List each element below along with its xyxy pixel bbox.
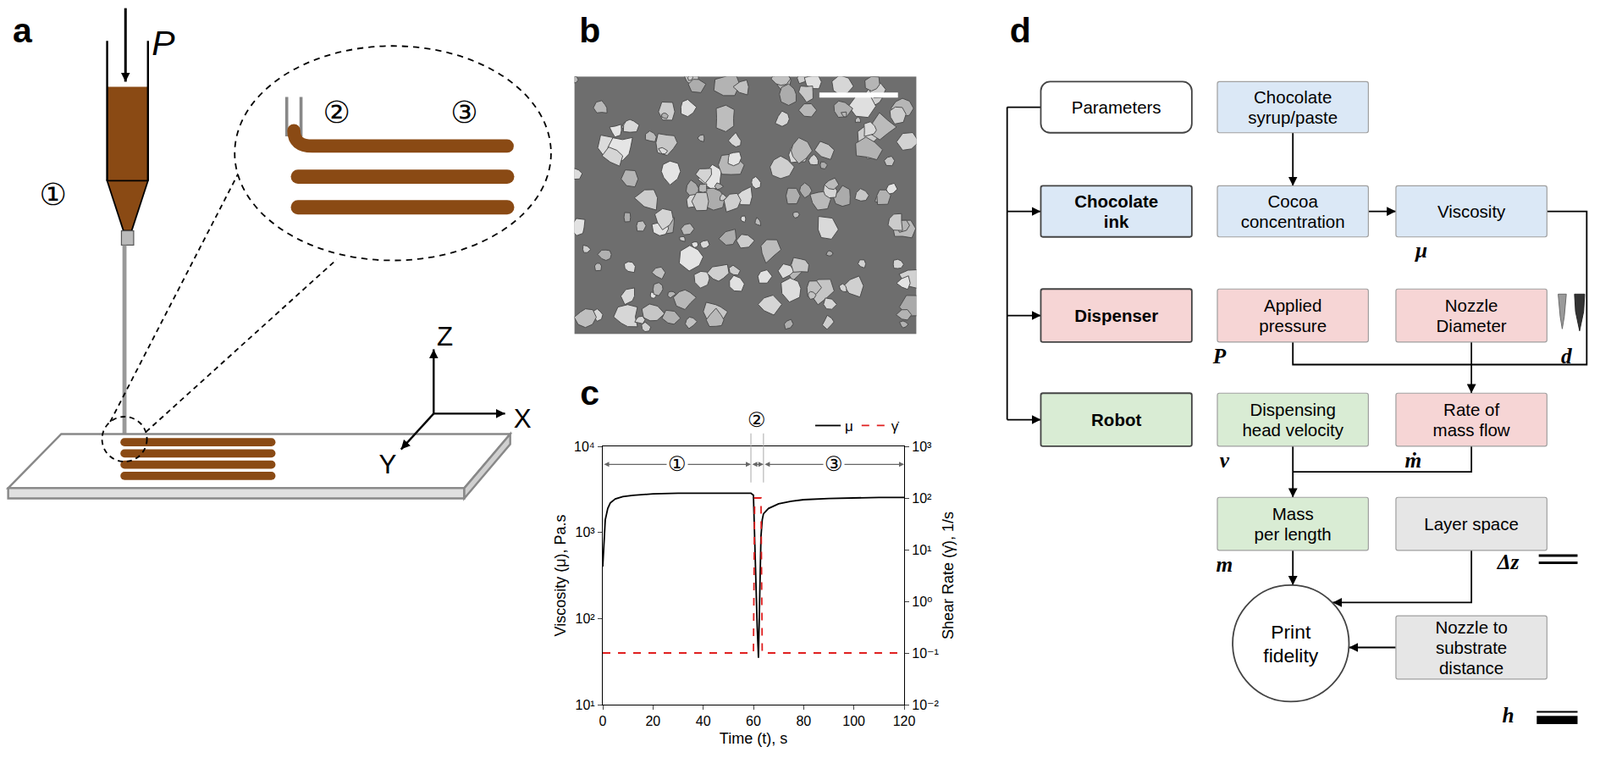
svg-text:Z: Z xyxy=(436,321,453,352)
svg-text:②: ② xyxy=(323,93,351,131)
svg-text:③: ③ xyxy=(824,452,844,476)
svg-text:μ: μ xyxy=(844,418,854,435)
svg-text:10³: 10³ xyxy=(911,439,933,454)
svg-text:Shear Rate (γ̇), 1/s: Shear Rate (γ̇), 1/s xyxy=(939,511,957,640)
svg-text:10⁴: 10⁴ xyxy=(573,439,596,454)
svg-text:40: 40 xyxy=(695,713,712,729)
svg-text:10²: 10² xyxy=(911,491,933,506)
svg-text:h: h xyxy=(1501,702,1514,727)
svg-text:Dispensing: Dispensing xyxy=(1250,399,1336,420)
svg-text:ṁ: ṁ xyxy=(1405,447,1423,472)
svg-text:Cocoa: Cocoa xyxy=(1268,191,1319,211)
svg-text:concentration: concentration xyxy=(1241,211,1346,232)
svg-text:per length: per length xyxy=(1254,524,1332,544)
svg-text:head velocity: head velocity xyxy=(1241,419,1344,440)
svg-text:Print: Print xyxy=(1270,620,1312,643)
svg-text:μ: μ xyxy=(1413,237,1428,262)
svg-text:10¹: 10¹ xyxy=(911,542,932,558)
svg-text:c: c xyxy=(579,373,600,413)
svg-text:a: a xyxy=(12,11,34,50)
svg-text:Time (t), s: Time (t), s xyxy=(719,729,788,747)
svg-text:③: ③ xyxy=(450,93,478,131)
svg-text:②: ② xyxy=(747,408,767,432)
svg-text:10³: 10³ xyxy=(575,524,596,540)
svg-text:Applied: Applied xyxy=(1263,295,1322,315)
svg-text:Viscosity (μ), Pa.s: Viscosity (μ), Pa.s xyxy=(551,513,569,636)
svg-text:Nozzle to: Nozzle to xyxy=(1434,617,1507,637)
svg-text:b: b xyxy=(579,11,601,50)
svg-text:Δz: Δz xyxy=(1496,549,1520,574)
svg-text:syrup/paste: syrup/paste xyxy=(1247,107,1338,127)
svg-text:d: d xyxy=(1009,11,1032,50)
svg-text:mass flow: mass flow xyxy=(1433,419,1511,440)
svg-text:60: 60 xyxy=(745,713,762,729)
svg-text:10¹: 10¹ xyxy=(575,697,596,712)
svg-text:substrate: substrate xyxy=(1435,637,1507,657)
svg-text:Y: Y xyxy=(379,449,398,480)
svg-text:fidelity: fidelity xyxy=(1263,644,1319,667)
svg-text:①: ① xyxy=(38,176,67,213)
svg-text:ink: ink xyxy=(1103,211,1130,232)
svg-text:①: ① xyxy=(667,452,687,476)
svg-text:m: m xyxy=(1216,551,1234,576)
svg-text:Layer space: Layer space xyxy=(1423,513,1519,534)
svg-text:Mass: Mass xyxy=(1272,503,1314,524)
svg-text:20: 20 xyxy=(645,713,661,729)
svg-text:pressure: pressure xyxy=(1258,315,1327,336)
svg-text:X: X xyxy=(513,403,532,434)
svg-text:10⁻²: 10⁻² xyxy=(911,697,939,712)
svg-text:Robot: Robot xyxy=(1091,409,1142,430)
svg-text:80: 80 xyxy=(795,713,812,729)
svg-text:d: d xyxy=(1561,343,1573,368)
svg-text:Chocolate: Chocolate xyxy=(1253,87,1332,107)
svg-text:P: P xyxy=(151,23,176,63)
svg-text:Nozzle: Nozzle xyxy=(1445,295,1499,315)
svg-text:0: 0 xyxy=(599,713,607,729)
svg-text:Dispenser: Dispenser xyxy=(1074,305,1159,326)
svg-text:100: 100 xyxy=(842,713,866,729)
svg-text:10⁰: 10⁰ xyxy=(911,594,933,609)
svg-text:P: P xyxy=(1212,343,1227,368)
svg-text:Viscosity: Viscosity xyxy=(1437,201,1507,221)
svg-text:Rate of: Rate of xyxy=(1443,399,1500,420)
svg-text:120: 120 xyxy=(893,713,916,729)
svg-text:10⁻¹: 10⁻¹ xyxy=(911,645,939,661)
svg-text:γ̇: γ̇ xyxy=(891,418,900,435)
svg-text:distance: distance xyxy=(1439,657,1504,678)
svg-text:Chocolate: Chocolate xyxy=(1074,191,1159,211)
svg-text:Parameters: Parameters xyxy=(1071,97,1162,117)
svg-text:10²: 10² xyxy=(575,611,596,626)
svg-text:v: v xyxy=(1219,447,1231,472)
svg-text:Diameter: Diameter xyxy=(1436,315,1507,336)
